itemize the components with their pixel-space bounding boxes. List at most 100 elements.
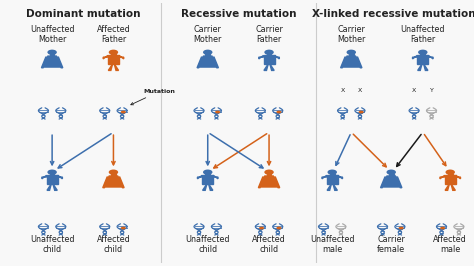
Polygon shape <box>114 64 118 70</box>
Circle shape <box>264 169 274 175</box>
Text: Y: Y <box>429 88 433 93</box>
Circle shape <box>346 49 356 55</box>
Polygon shape <box>270 64 274 70</box>
Circle shape <box>359 111 364 114</box>
Text: Affected
child: Affected child <box>252 235 286 254</box>
Polygon shape <box>53 184 57 190</box>
Polygon shape <box>341 57 346 68</box>
Circle shape <box>109 169 118 175</box>
Text: Carrier
Mother: Carrier Mother <box>193 25 222 44</box>
Polygon shape <box>108 55 119 64</box>
Polygon shape <box>389 174 393 175</box>
Polygon shape <box>50 174 55 175</box>
Circle shape <box>215 111 220 114</box>
Polygon shape <box>264 55 274 64</box>
Polygon shape <box>198 175 202 179</box>
Text: Affected
Father: Affected Father <box>97 25 130 44</box>
Polygon shape <box>396 177 402 188</box>
Polygon shape <box>57 57 63 68</box>
Circle shape <box>264 49 274 55</box>
Polygon shape <box>202 184 207 190</box>
Polygon shape <box>333 184 337 190</box>
Polygon shape <box>381 177 386 188</box>
Polygon shape <box>267 54 272 55</box>
Polygon shape <box>202 175 213 184</box>
Polygon shape <box>199 55 217 68</box>
Polygon shape <box>104 175 122 188</box>
Polygon shape <box>58 175 63 179</box>
Polygon shape <box>456 175 460 179</box>
Text: X: X <box>358 88 362 93</box>
Polygon shape <box>209 184 213 190</box>
Polygon shape <box>420 54 425 55</box>
Polygon shape <box>119 55 124 59</box>
Polygon shape <box>382 175 401 188</box>
Text: Affected
male: Affected male <box>433 235 467 254</box>
Text: Unaffected
Father: Unaffected Father <box>401 25 445 44</box>
Polygon shape <box>451 184 456 190</box>
Polygon shape <box>41 57 47 68</box>
Polygon shape <box>111 54 116 55</box>
Polygon shape <box>213 175 218 179</box>
Polygon shape <box>418 64 422 70</box>
Text: Unaffected
Mother: Unaffected Mother <box>30 25 74 44</box>
Polygon shape <box>412 55 417 59</box>
Polygon shape <box>50 54 55 55</box>
Circle shape <box>203 169 212 175</box>
Circle shape <box>121 227 126 230</box>
Polygon shape <box>322 175 327 179</box>
Polygon shape <box>440 175 445 179</box>
Text: X-linked recessive mutation: X-linked recessive mutation <box>312 9 474 19</box>
Polygon shape <box>445 175 456 184</box>
Polygon shape <box>264 64 268 70</box>
Polygon shape <box>424 64 428 70</box>
Circle shape <box>47 49 57 55</box>
Polygon shape <box>108 64 113 70</box>
Polygon shape <box>259 55 264 59</box>
Polygon shape <box>43 55 61 68</box>
Polygon shape <box>111 174 116 175</box>
Text: Dominant mutation: Dominant mutation <box>26 9 140 19</box>
Polygon shape <box>356 57 362 68</box>
Polygon shape <box>46 175 58 184</box>
Circle shape <box>259 227 264 230</box>
Polygon shape <box>327 184 331 190</box>
Polygon shape <box>448 174 453 175</box>
Text: Affected
child: Affected child <box>97 235 130 254</box>
Polygon shape <box>205 174 210 175</box>
Text: Carrier
female: Carrier female <box>377 235 405 254</box>
Polygon shape <box>274 55 279 59</box>
Polygon shape <box>417 55 428 64</box>
Polygon shape <box>428 55 433 59</box>
Text: Recessive mutation: Recessive mutation <box>181 9 296 19</box>
Circle shape <box>440 227 445 230</box>
Circle shape <box>276 227 282 230</box>
Text: Unaffected
child: Unaffected child <box>30 235 74 254</box>
Polygon shape <box>445 184 449 190</box>
Polygon shape <box>267 174 272 175</box>
Polygon shape <box>260 175 278 188</box>
Polygon shape <box>197 57 203 68</box>
Circle shape <box>47 169 57 175</box>
Circle shape <box>276 111 282 114</box>
Polygon shape <box>349 54 354 55</box>
Polygon shape <box>42 175 46 179</box>
Circle shape <box>109 49 118 55</box>
Text: Unaffected
male: Unaffected male <box>310 235 355 254</box>
Polygon shape <box>330 174 335 175</box>
Circle shape <box>203 49 212 55</box>
Circle shape <box>121 111 126 114</box>
Polygon shape <box>327 175 338 184</box>
Circle shape <box>328 169 337 175</box>
Polygon shape <box>342 55 360 68</box>
Text: X: X <box>412 88 416 93</box>
Text: Mutation: Mutation <box>131 89 175 105</box>
Text: X: X <box>340 88 345 93</box>
Circle shape <box>418 49 428 55</box>
Text: Carrier
Father: Carrier Father <box>255 25 283 44</box>
Polygon shape <box>338 175 343 179</box>
Polygon shape <box>47 184 51 190</box>
Circle shape <box>399 227 403 230</box>
Text: Carrier
Mother: Carrier Mother <box>337 25 365 44</box>
Text: Unaffected
child: Unaffected child <box>185 235 230 254</box>
